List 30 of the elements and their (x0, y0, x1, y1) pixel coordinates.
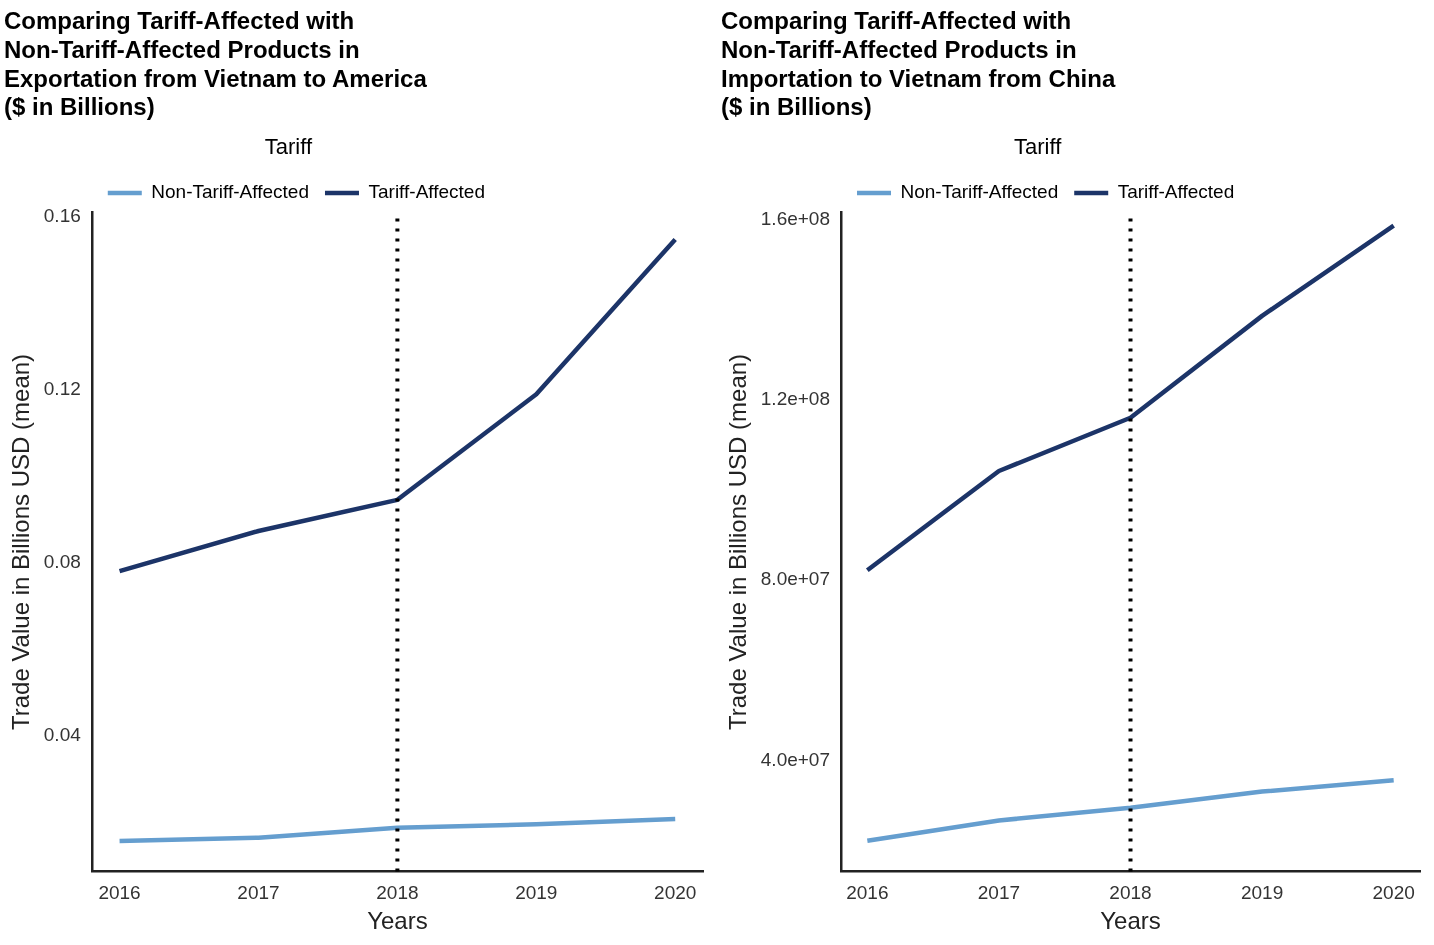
y-tick-label: 0.12 (43, 378, 81, 400)
legend-label: Non-Tariff-Affected (151, 181, 309, 203)
y-axis-title: Trade Value in Billions USD (mean) (724, 353, 752, 731)
y-tick-label: 0.08 (43, 551, 81, 573)
chart-title: Comparing Tariff-Affected with Non-Tariff-Affected Products in Exportation from Vietnam to America ($ in Billions) (4, 7, 428, 121)
legend-title: Tariff (264, 134, 313, 160)
x-tick-label: 2017 (237, 882, 280, 904)
y-tick-label: 1.2e+08 (760, 387, 831, 409)
chart-title: Comparing Tariff-Affected with Non-Tariff-Affected Products in Importation to Vietnam from China ($ in Billions) (721, 7, 1116, 121)
y-tick-label: 1.6e+08 (760, 207, 831, 229)
y-tick-label: 4.0e+07 (760, 748, 831, 770)
legend-label: Tariff-Affected (1117, 181, 1235, 203)
y-tick-label: 0.16 (43, 205, 81, 227)
legend-label: Tariff-Affected (368, 181, 486, 203)
x-tick-label: 2016 (98, 882, 141, 904)
y-tick-label: 0.04 (43, 724, 82, 746)
legend-label: Non-Tariff-Affected (900, 181, 1059, 203)
x-tick-label: 2017 (977, 882, 1021, 904)
legend-title: Tariff (1013, 134, 1063, 160)
x-tick-label: 2016 (846, 882, 889, 904)
x-tick-label: 2018 (1109, 882, 1152, 904)
x-tick-label: 2020 (1372, 882, 1415, 904)
y-tick-label: 8.0e+07 (760, 568, 831, 590)
x-tick-label: 2020 (654, 882, 697, 904)
x-tick-label: 2018 (376, 882, 419, 904)
x-axis-title: Years (1100, 907, 1161, 935)
x-tick-label: 2019 (515, 882, 558, 904)
x-tick-label: 2019 (1240, 882, 1284, 904)
x-axis-title: Years (367, 907, 428, 935)
y-axis-title: Trade Value in Billions USD (mean) (7, 353, 35, 731)
